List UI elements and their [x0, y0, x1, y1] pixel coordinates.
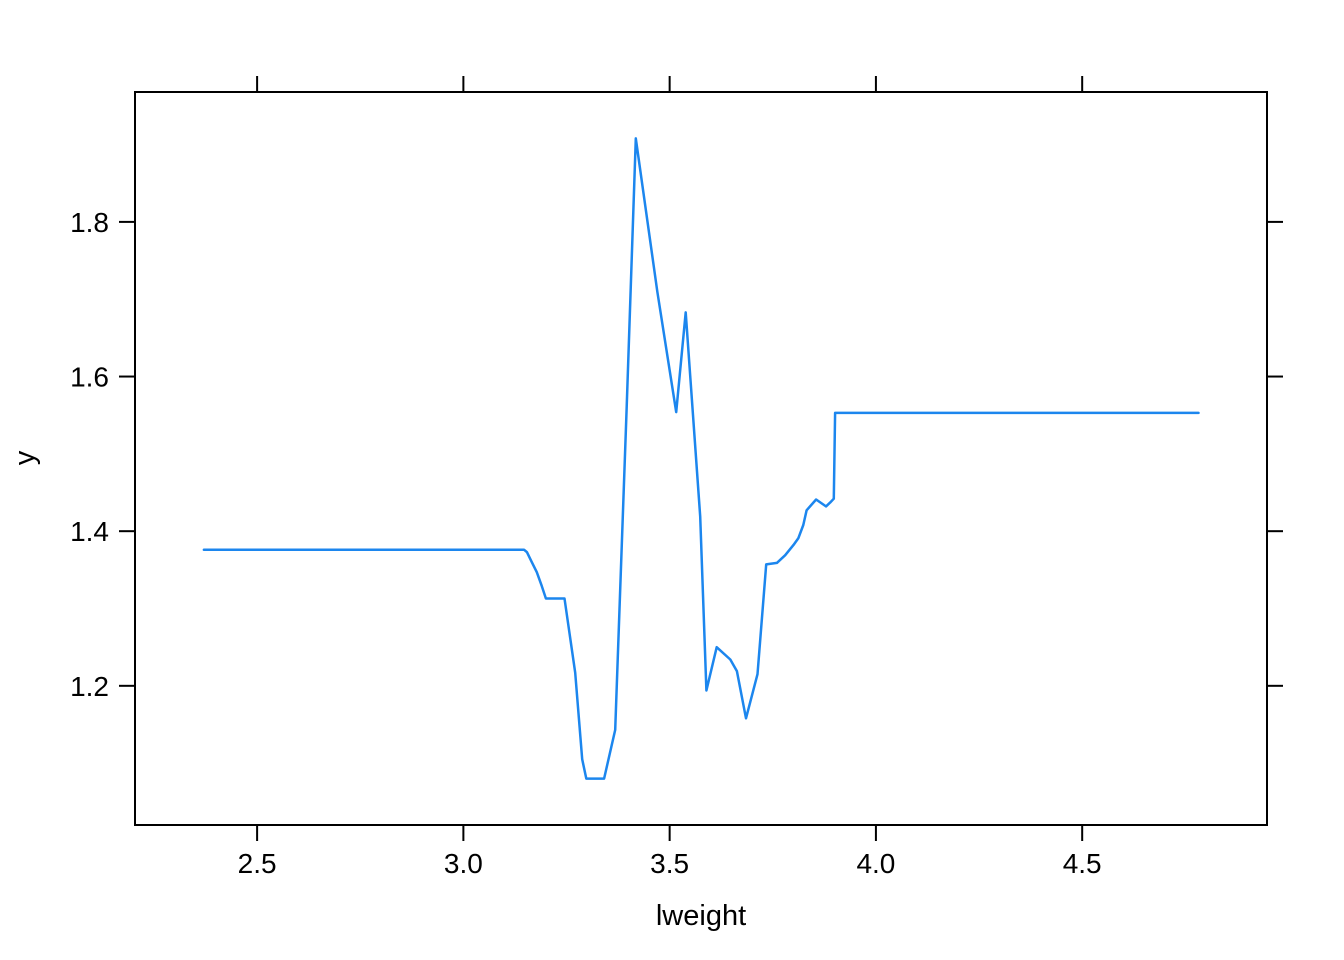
x-tick-label: 4.5: [1063, 848, 1102, 879]
y-tick-label: 1.6: [70, 362, 109, 393]
y-tick-label: 1.8: [70, 207, 109, 238]
x-tick-label: 2.5: [238, 848, 277, 879]
x-tick-label: 3.5: [650, 848, 689, 879]
ticks-layer: 2.5 3.0 3.5 4.0 4.5 1.2 1.4 1.6 1.8: [70, 76, 1283, 879]
y-tick-label: 1.4: [70, 516, 109, 547]
x-tick-label: 4.0: [856, 848, 895, 879]
plot-box: [134, 91, 1268, 826]
x-tick-label: 3.0: [444, 848, 483, 879]
x-axis-label: lweight: [656, 900, 746, 932]
data-line: [202, 137, 1200, 780]
y-tick-label: 1.2: [70, 671, 109, 702]
y-axis-label: y: [9, 450, 41, 465]
